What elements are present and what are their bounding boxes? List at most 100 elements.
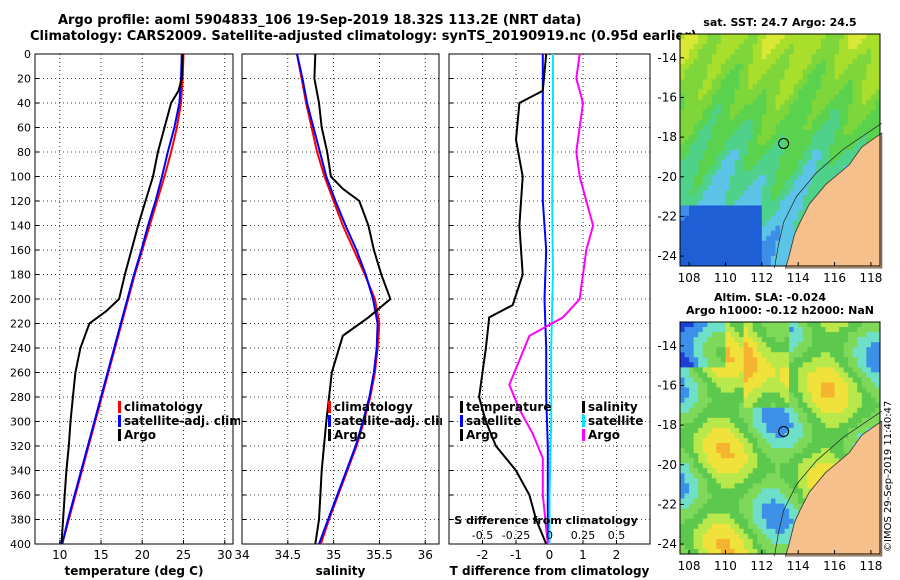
map-cell — [698, 548, 704, 555]
map-cell — [820, 64, 826, 70]
map-cell — [757, 443, 763, 449]
map-cell — [830, 69, 835, 75]
map-cell — [702, 129, 708, 136]
map-cell — [684, 483, 690, 489]
map-cell — [875, 392, 881, 399]
map-cell — [807, 438, 813, 444]
map-cell — [739, 109, 745, 116]
map-cell — [798, 74, 804, 80]
map-cell — [757, 175, 763, 181]
map-cell — [839, 352, 845, 358]
map-cell — [739, 463, 745, 469]
map-cell — [848, 119, 854, 126]
map-cell — [730, 347, 735, 353]
map-cell — [730, 463, 735, 469]
map-cell — [716, 322, 722, 328]
map-cell — [680, 377, 685, 383]
map-cell — [770, 79, 776, 85]
map-cell — [752, 493, 758, 499]
map-cell — [720, 54, 726, 60]
map-cell — [734, 49, 740, 55]
map-cell — [693, 144, 699, 151]
map-cell — [725, 119, 731, 126]
map-cell — [848, 342, 854, 348]
map-cell — [734, 139, 740, 146]
map-cell — [770, 150, 776, 156]
map-cell — [684, 538, 690, 545]
map-cell — [843, 104, 849, 111]
map-cell — [839, 44, 845, 50]
map-cell — [866, 392, 872, 399]
map-cell — [793, 74, 799, 80]
map-cell — [820, 327, 826, 333]
map-cell — [739, 448, 745, 454]
map-cell — [757, 392, 763, 399]
map-cell — [766, 185, 772, 191]
map-cell — [766, 432, 772, 439]
map-cell — [711, 422, 717, 429]
map-cell — [743, 337, 749, 343]
map-cell — [798, 448, 804, 454]
map-cell — [739, 99, 745, 106]
map-cell — [830, 387, 835, 394]
map-cell — [716, 235, 722, 242]
map-cell — [807, 412, 813, 419]
map-cell — [793, 327, 799, 333]
map-cell — [825, 362, 831, 368]
map-cell — [780, 170, 785, 176]
map-cell — [825, 74, 831, 80]
map-cell — [725, 473, 731, 479]
map-cell — [689, 478, 695, 484]
map-cell — [743, 109, 749, 116]
map-cell — [680, 528, 685, 535]
map-cell — [793, 392, 799, 399]
map-cell — [702, 150, 708, 156]
map-cell — [707, 377, 713, 383]
map-cell — [807, 332, 813, 338]
map-cell — [720, 332, 726, 338]
map-cell — [680, 367, 685, 373]
map-cell — [720, 478, 726, 484]
map-cell — [843, 342, 849, 348]
map-cell — [689, 195, 695, 201]
map-cell — [834, 412, 840, 419]
map-cell — [775, 397, 781, 404]
map-cell — [689, 432, 695, 439]
map-cell — [689, 407, 695, 414]
map-cell — [766, 448, 772, 454]
map-cell — [798, 463, 804, 469]
map-cell — [780, 250, 785, 257]
map-cell — [857, 99, 863, 106]
map-cell — [825, 438, 831, 444]
map-cell — [730, 387, 735, 394]
map-cell — [734, 235, 740, 242]
map-cell — [761, 468, 767, 474]
map-cell — [861, 392, 867, 399]
map-cell — [861, 74, 867, 80]
map-cell — [743, 260, 749, 267]
map-cell — [798, 327, 804, 333]
map-cell — [716, 473, 722, 479]
map-cell — [866, 342, 872, 348]
map-cell — [802, 478, 808, 484]
map-cell — [734, 362, 740, 368]
map-cell — [834, 134, 840, 141]
map-cell — [766, 245, 772, 252]
map-cell — [816, 322, 822, 328]
map-cell — [693, 245, 699, 252]
map-cell — [780, 104, 785, 111]
map-cell — [730, 548, 735, 555]
map-cell — [866, 382, 872, 388]
map-cell — [825, 34, 831, 40]
map-cell — [711, 200, 717, 206]
map-cell — [711, 220, 717, 227]
map-cell — [761, 493, 767, 499]
map-cell — [780, 59, 785, 65]
map-cell — [789, 129, 795, 136]
map-cell — [793, 160, 799, 166]
map-cell — [852, 402, 858, 409]
map-cell — [716, 518, 722, 525]
map-cell — [730, 255, 735, 262]
x-tick-label: 20 — [135, 548, 150, 562]
map-cell — [720, 458, 726, 464]
